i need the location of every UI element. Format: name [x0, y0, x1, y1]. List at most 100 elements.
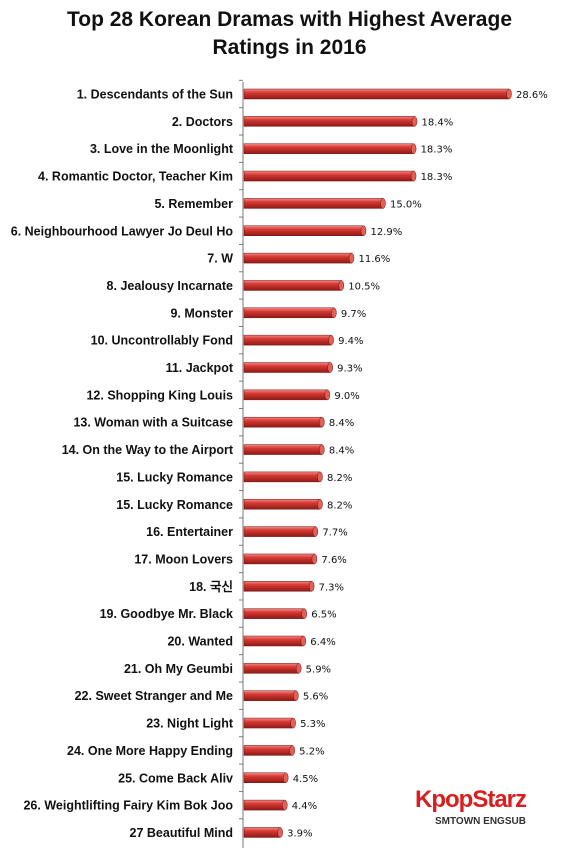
category-label: 13. Woman with a Suitcase — [73, 416, 233, 430]
value-label: 28.6% — [516, 90, 548, 101]
category-label: 2. Doctors — [172, 115, 233, 129]
value-label: 8.2% — [327, 500, 352, 511]
category-label: 6. Neighbourhood Lawyer Jo Deul Ho — [11, 224, 234, 238]
bar-cap — [311, 553, 318, 565]
bar — [243, 827, 281, 838]
value-label: 18.3% — [421, 172, 453, 183]
bar — [243, 690, 297, 701]
chart-title-line-2: Ratings in 2016 — [212, 36, 367, 59]
bar-series: 1. Descendants of the Sun 28.6% 2. Doctors… — [11, 79, 548, 840]
category-label: 25. Come Back Aliv — [118, 771, 233, 785]
value-label: 9.0% — [334, 391, 359, 402]
bar — [243, 745, 293, 756]
bar-cap — [289, 745, 295, 756]
bar — [243, 663, 299, 674]
category-label: 22. Sweet Stranger and Me — [75, 689, 233, 703]
bar-cap — [348, 252, 355, 264]
bar-cap — [331, 307, 337, 319]
bar — [243, 772, 286, 783]
bar — [243, 581, 312, 592]
category-label: 24. One More Happy Ending — [67, 744, 233, 758]
value-label: 4.5% — [293, 774, 318, 785]
bar — [243, 225, 364, 236]
bar-cap — [312, 526, 319, 537]
category-label: 27 Beautiful Mind — [130, 826, 233, 840]
value-label: 5.2% — [299, 746, 324, 757]
category-label: 12. Shopping King Louis — [86, 388, 233, 402]
value-label: 8.2% — [327, 473, 352, 484]
category-label: 16. Entertainer — [146, 525, 233, 539]
category-label: 10. Uncontrollably Fond — [91, 334, 233, 348]
chart-title: Top 28 Korean Dramas with Highest Averag… — [0, 6, 579, 62]
bar-cap — [410, 143, 417, 154]
value-label: 5.3% — [300, 719, 325, 730]
category-label: 5. Remember — [154, 197, 233, 211]
category-label: 4. Romantic Doctor, Teacher Kim — [38, 170, 233, 184]
value-label: 9.7% — [341, 309, 366, 320]
bar-cap — [319, 416, 325, 428]
category-label: 23. Night Light — [146, 717, 234, 731]
value-label: 8.4% — [329, 446, 354, 457]
bar-cap — [411, 116, 418, 127]
bar-cap — [300, 635, 307, 647]
watermark-brand: KpopStarz — [415, 786, 527, 813]
bar — [243, 635, 304, 647]
bar — [243, 389, 328, 401]
category-label: 1. Descendants of the Sun — [77, 88, 233, 102]
bar-cap — [282, 799, 288, 811]
bar-cap — [380, 198, 386, 209]
category-label: 3. Love in the Moonlight — [90, 142, 234, 156]
category-label: 14. On the Way to the Airport — [62, 443, 234, 457]
value-label: 6.4% — [310, 637, 335, 648]
bar — [243, 471, 321, 483]
bar — [243, 416, 323, 428]
watermark-sub: SMTOWN ENGSUB — [435, 816, 526, 827]
value-label: 11.6% — [358, 254, 390, 265]
category-label: 15. Lucky Romance — [116, 498, 233, 512]
category-label: 20. Wanted — [167, 635, 233, 649]
category-label: 9. Monster — [170, 306, 233, 320]
category-label: 19. Goodbye Mr. Black — [100, 607, 233, 621]
bar-cap — [295, 663, 302, 674]
bar — [243, 170, 414, 182]
category-label: 21. Oh My Geumbi — [124, 662, 233, 676]
category-label: 11. Jackpot — [166, 361, 234, 375]
value-label: 18.3% — [421, 145, 453, 156]
category-label: 17. Moon Lovers — [134, 552, 233, 566]
bar-cap — [410, 170, 417, 182]
bar — [243, 444, 323, 455]
value-label: 9.3% — [337, 364, 362, 375]
chart-title-line-1: Top 28 Korean Dramas with Highest Averag… — [66, 8, 512, 31]
bar — [243, 307, 335, 319]
bar-cap — [324, 389, 331, 401]
bar-cap — [327, 362, 333, 373]
bar-cap — [290, 717, 296, 729]
value-label: 7.6% — [321, 555, 346, 566]
bar-cap — [360, 225, 367, 236]
bar — [243, 553, 315, 565]
bar-cap — [282, 772, 289, 783]
value-label: 10.5% — [348, 281, 380, 292]
bar — [243, 334, 332, 346]
category-label: 18. 국신 — [189, 579, 233, 594]
bar — [243, 252, 352, 264]
watermark: KpopStarz SMTOWN ENGSUB — [415, 782, 575, 842]
value-label: 9.4% — [338, 336, 363, 347]
bar-cap — [277, 827, 283, 838]
value-label: 4.4% — [292, 801, 317, 812]
category-label: 8. Jealousy Incarnate — [107, 279, 234, 293]
bar — [243, 280, 342, 291]
bar — [243, 362, 331, 373]
bar — [243, 116, 415, 127]
bar-cap — [317, 499, 323, 510]
value-label: 3.9% — [287, 828, 312, 839]
bar-cap — [319, 444, 325, 455]
bar — [243, 526, 316, 537]
bar-cap — [317, 471, 323, 483]
bar — [243, 799, 286, 811]
bar — [243, 717, 294, 729]
value-label: 7.7% — [322, 528, 347, 539]
category-label: 15. Lucky Romance — [116, 470, 233, 484]
value-label: 5.6% — [303, 692, 328, 703]
